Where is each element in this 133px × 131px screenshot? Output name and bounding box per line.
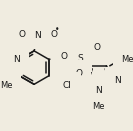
Text: O: O xyxy=(94,43,101,52)
Text: Me: Me xyxy=(0,81,13,91)
Text: Me: Me xyxy=(121,55,133,64)
Text: Cl: Cl xyxy=(63,81,72,90)
Text: N: N xyxy=(95,86,102,95)
Text: O: O xyxy=(19,30,26,39)
Text: O: O xyxy=(60,52,67,61)
Text: N: N xyxy=(13,55,20,64)
Text: •: • xyxy=(54,25,59,34)
Text: Me: Me xyxy=(92,102,105,111)
Text: N: N xyxy=(34,31,41,40)
Text: O: O xyxy=(75,69,82,78)
Text: O: O xyxy=(51,30,58,39)
Text: N: N xyxy=(114,76,121,85)
Text: S: S xyxy=(77,54,83,63)
